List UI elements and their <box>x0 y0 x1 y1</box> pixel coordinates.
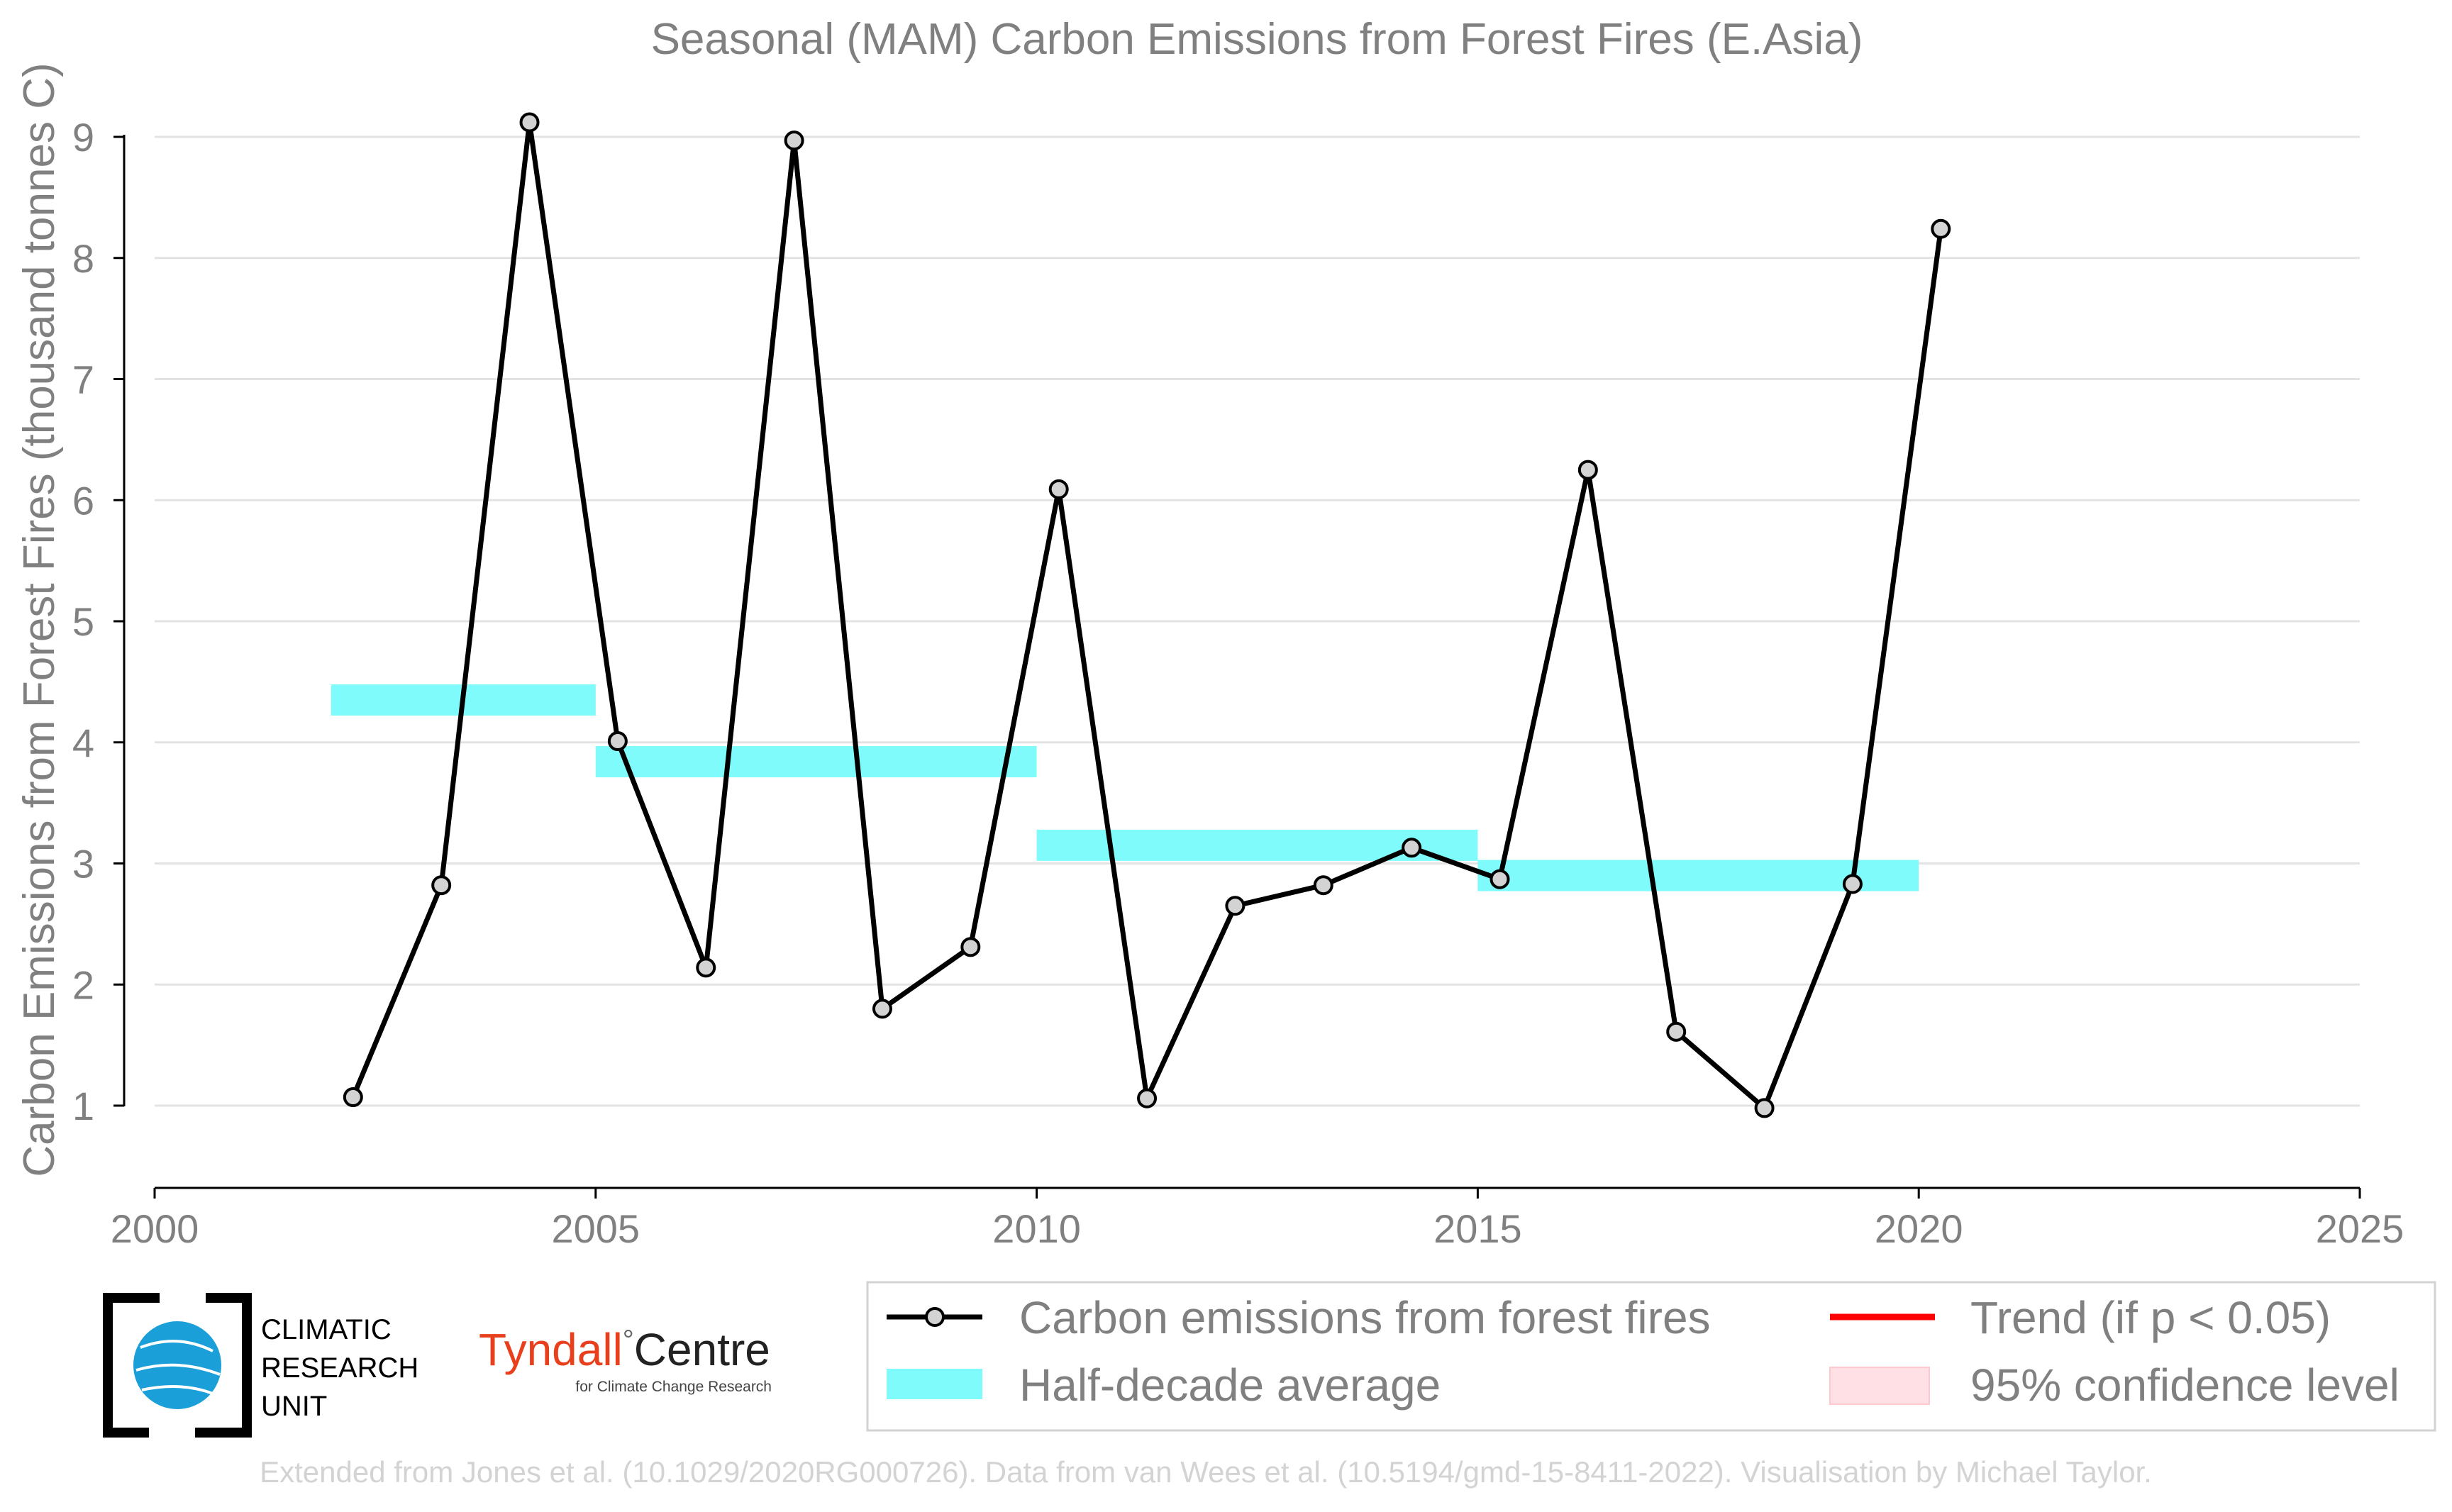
legend-half-decade-label: Half-decade average <box>1019 1360 1441 1411</box>
data-point-2010 <box>1048 479 1069 499</box>
tick-label-y-4: 4 <box>72 721 94 765</box>
y-axis-label: Carbon Emissions from Forest Fires (thou… <box>15 62 64 1177</box>
legend: Carbon emissions from forest fires Half-… <box>866 1281 2436 1432</box>
legend-trend-label: Trend (if p < 0.05) <box>1970 1292 2331 1343</box>
half-decade-bands <box>331 684 1919 891</box>
cru-logo: CLIMATIC RESEARCH UNIT <box>103 1293 418 1438</box>
cru-logo-line-2: RESEARCH <box>261 1352 418 1384</box>
legend-entry-half-decade: Half-decade average <box>887 1360 1441 1411</box>
data-point-2012 <box>1225 896 1246 916</box>
data-point-2003 <box>431 875 452 896</box>
data-point-2018 <box>1754 1098 1775 1118</box>
cru-logo-line-1: CLIMATIC <box>261 1314 392 1345</box>
tyndall-logo-text: Tyndall°Centre <box>479 1324 770 1375</box>
tick-label-y-5: 5 <box>72 599 94 644</box>
data-point-2014 <box>1402 838 1422 858</box>
data-point-2017 <box>1666 1021 1687 1042</box>
tick-label-y-8: 8 <box>72 236 94 281</box>
tyndall-logo: Tyndall°Centre for Climate Change Resear… <box>479 1324 772 1395</box>
legend-entry-confidence: 95% confidence level <box>1829 1360 2400 1411</box>
legend-emissions-label: Carbon emissions from forest fires <box>1019 1292 1711 1343</box>
legend-entry-trend: Trend (if p < 0.05) <box>1830 1292 2331 1343</box>
emissions-line <box>350 120 1943 1111</box>
tyndall-logo-subtitle: for Climate Change Research <box>575 1379 772 1395</box>
gridlines <box>155 135 2360 1107</box>
tick-labels: 1 2 3 4 5 6 7 8 9 2000 2005 2010 2015 2020 2025 <box>72 115 2404 1251</box>
data-point-2005 <box>607 731 628 752</box>
data-point-2011 <box>1137 1088 1158 1108</box>
tick-label-y-2: 2 <box>72 962 94 1007</box>
data-point-2019 <box>1842 874 1863 894</box>
legend-entry-emissions: Carbon emissions from forest fires <box>887 1292 1711 1343</box>
data-point-2006 <box>696 957 716 978</box>
data-point-2007 <box>784 130 804 151</box>
legend-confidence-label: 95% confidence level <box>1970 1360 2400 1411</box>
legend-emissions-marker <box>925 1307 945 1327</box>
axes <box>123 135 2360 1189</box>
data-point-2020 <box>1931 218 1951 239</box>
emissions-series <box>343 112 1951 1118</box>
data-point-2004 <box>519 112 540 133</box>
credit-text: Extended from Jones et al. (10.1029/2020… <box>260 1455 2152 1489</box>
cru-logo-frame <box>103 1293 252 1438</box>
legend-frame <box>866 1281 2436 1432</box>
tick-label-y-3: 3 <box>72 842 94 886</box>
data-point-2008 <box>872 999 892 1019</box>
tick-label-x-2005: 2005 <box>552 1206 640 1251</box>
tick-label-x-2010: 2010 <box>992 1206 1081 1251</box>
data-point-2016 <box>1577 460 1598 480</box>
tick-label-x-2020: 2020 <box>1875 1206 1963 1251</box>
data-point-2013 <box>1313 875 1333 896</box>
tick-label-x-2025: 2025 <box>2316 1206 2404 1251</box>
data-point-2002 <box>343 1087 363 1108</box>
tick-label-y-1: 1 <box>72 1084 94 1128</box>
tick-label-y-9: 9 <box>72 115 94 160</box>
data-point-2015 <box>1489 869 1510 889</box>
chart-title: Seasonal (MAM) Carbon Emissions from For… <box>651 15 1863 64</box>
half-decade-band-2 <box>595 746 1037 778</box>
data-point-2009 <box>960 937 981 957</box>
cru-globe-lines <box>135 1340 221 1395</box>
tick-label-y-6: 6 <box>72 478 94 523</box>
legend-confidence-swatch <box>1829 1367 1930 1405</box>
cru-logo-line-3: UNIT <box>261 1391 327 1422</box>
tick-label-x-2000: 2000 <box>111 1206 199 1251</box>
legend-half-decade-swatch <box>887 1369 982 1399</box>
tick-label-y-7: 7 <box>72 357 94 402</box>
tick-label-x-2015: 2015 <box>1433 1206 1522 1251</box>
